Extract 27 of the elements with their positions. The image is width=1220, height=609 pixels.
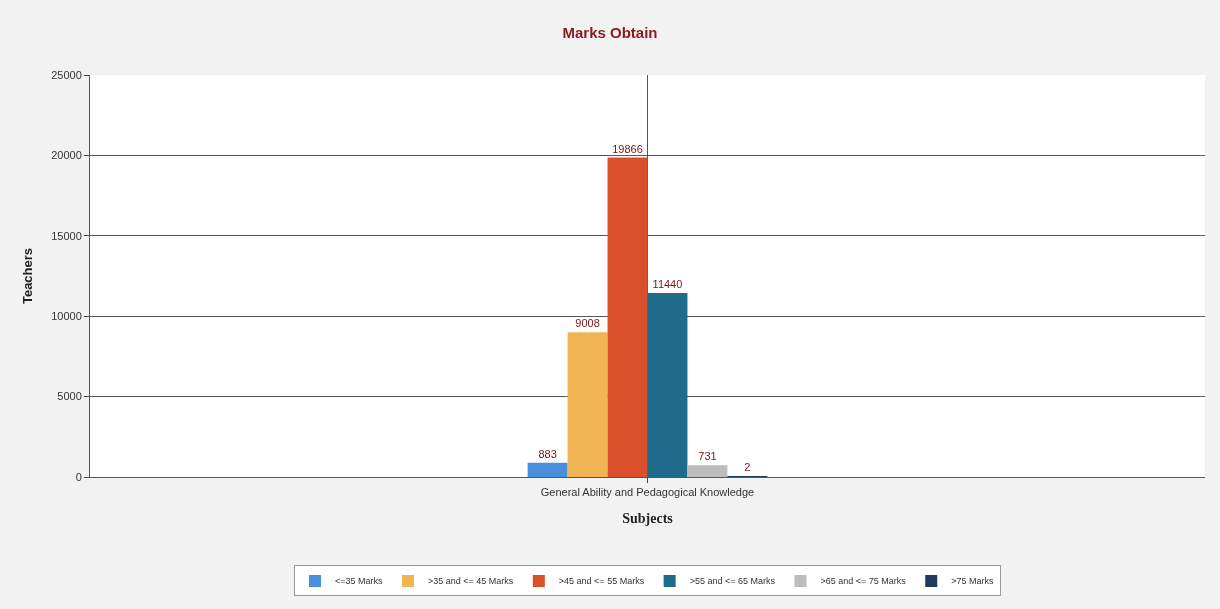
bar xyxy=(567,332,608,477)
bar xyxy=(687,465,728,477)
y-tick-label: 20000 xyxy=(51,149,82,162)
y-tick-label: 0 xyxy=(75,470,82,483)
y-tick-label: 25000 xyxy=(51,68,82,81)
y-tick-label: 5000 xyxy=(57,390,82,403)
y-tick-label: 10000 xyxy=(51,310,82,323)
bar xyxy=(647,293,688,477)
y-tick-label: 15000 xyxy=(51,229,82,242)
legend-label: >55 and <= 65 Marks xyxy=(689,576,776,587)
legend-label: >65 and <= 75 Marks xyxy=(820,576,907,587)
legend-label: >35 and <= 45 Marks xyxy=(428,576,514,587)
x-tick-label: General Ability and Pedagogical Knowledge xyxy=(540,486,755,499)
data-label: 883 xyxy=(538,447,557,460)
data-label: 19866 xyxy=(612,142,643,155)
legend-label: >45 and <= 55 Marks xyxy=(558,576,645,587)
legend-label: <=35 Marks xyxy=(335,576,384,587)
chart-title: Marks Obtain xyxy=(562,23,658,41)
data-label: 2 xyxy=(744,461,751,473)
bar xyxy=(527,462,568,477)
legend-label: >75 Marks xyxy=(951,576,995,587)
data-label: 11440 xyxy=(652,278,683,291)
data-label: 9008 xyxy=(575,317,600,330)
x-axis-title: Subjects xyxy=(622,510,674,526)
data-label: 731 xyxy=(698,450,717,463)
y-axis-title: Teachers xyxy=(20,247,36,305)
bar xyxy=(607,157,648,477)
